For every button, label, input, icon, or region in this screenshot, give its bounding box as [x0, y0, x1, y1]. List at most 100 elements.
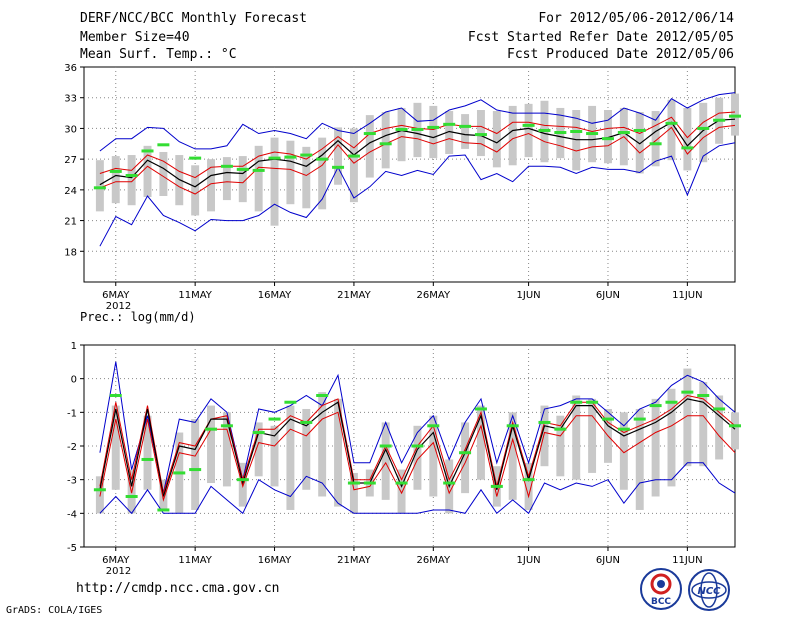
panel2-range-bar [413, 425, 422, 490]
panel2-range-bar [667, 388, 676, 487]
panel1-observed-marker [649, 142, 662, 146]
panel1-observed-marker [554, 131, 567, 135]
panel1-ytick-label: 33 [64, 94, 77, 105]
panel1-observed-marker [681, 146, 694, 150]
panel2-observed-marker [459, 451, 472, 455]
panel1-observed-marker [617, 131, 630, 135]
panel2-ytick-label: -1 [67, 408, 77, 419]
panel2-observed-marker [427, 424, 440, 428]
panel1-series-mean [99, 118, 736, 188]
panel2-observed-marker [268, 417, 281, 421]
variable-label: Mean Surf. Temp.: °C [80, 47, 237, 62]
panel1-range-bar [397, 107, 406, 162]
panel2-ytick-label: 0 [71, 375, 77, 386]
panel1-range-bar [445, 111, 454, 155]
panel1-xtick-label: 26MAY [417, 290, 451, 301]
panel1-observed-marker [157, 143, 170, 147]
panel1-range-bar [365, 115, 374, 178]
panel2-range-bar [429, 415, 438, 497]
panel2-range-bar [588, 398, 597, 473]
panel2-observed-marker [109, 394, 122, 397]
panel2-xtick-label: 6JUN [596, 555, 620, 566]
panel1-observed-marker [601, 137, 614, 141]
panel1-range-bar [191, 165, 200, 216]
panel2-observed-marker [141, 457, 154, 461]
panel2-observed-marker [665, 400, 678, 404]
panel2-observed-marker [220, 424, 233, 428]
panel2-range-bar [461, 422, 470, 494]
panel2-observed-marker [443, 481, 456, 485]
panel1-year-label: 2012 [106, 301, 131, 312]
panel2-observed-marker [729, 424, 741, 428]
panel2-observed-marker [363, 481, 376, 485]
member-size: Member Size=40 [80, 30, 190, 45]
panel1-observed-marker [363, 132, 376, 136]
panel2-observed-marker [586, 400, 599, 404]
panel2-range-bar [381, 422, 390, 500]
panel2-observed-marker [633, 417, 646, 421]
panel2-range-bar [191, 419, 200, 510]
panel2-range-bar [540, 405, 549, 467]
panel2-observed-marker [347, 481, 360, 485]
panel1-observed-marker [141, 149, 154, 153]
panel2-range-bar [302, 408, 311, 490]
panel1-range-bar [111, 156, 120, 204]
panel2-ytick-label: 1 [71, 341, 77, 352]
panel2-range-bar [334, 398, 343, 507]
panel1-observed-marker [538, 128, 551, 132]
panel2-observed-marker [697, 394, 710, 397]
panel1-range-bar [381, 112, 390, 169]
panel2-range-bar [635, 408, 644, 510]
panel1-xtick-label: 6MAY [102, 290, 130, 301]
panel2-series-min [99, 462, 736, 515]
panel2-title: Prec.: log(mm/d) [80, 310, 196, 324]
panel2-ytick-label: -3 [67, 476, 77, 487]
panel2-observed-marker [173, 471, 186, 475]
forecast-period: For 2012/05/06-2012/06/14 [538, 11, 734, 26]
bcc-logo: BCC [640, 568, 682, 610]
panel2-observed-marker [189, 468, 202, 472]
panel2-series-max [99, 361, 736, 494]
panel1-observed-marker [332, 165, 345, 169]
panel1-observed-marker [236, 167, 249, 171]
panel1-range-bar [207, 159, 215, 212]
source-url[interactable]: http://cmdp.ncc.cma.gov.cn [76, 581, 280, 596]
panel2-xtick-label: 26MAY [417, 555, 451, 566]
panel1-range-bar [699, 102, 708, 163]
panel2-observed-marker [284, 400, 297, 404]
panel1-range-bar [349, 128, 358, 203]
panel1-observed-marker [93, 186, 106, 190]
panel1-range-bar [524, 103, 533, 158]
panel1-observed-marker [427, 125, 440, 129]
produced-date: Fcst Produced Date 2012/05/06 [507, 47, 734, 62]
ncc-logo: NCC [688, 569, 730, 611]
panel1-observed-marker [522, 123, 535, 127]
panel1-observed-marker [252, 168, 265, 172]
panel1-range-bar [476, 110, 485, 157]
panel1-observed-marker [459, 124, 472, 128]
panel1-range-bar [238, 156, 247, 203]
chart-title: DERF/NCC/BCC Monthly Forecast [80, 11, 307, 26]
panel2-observed-marker [522, 478, 535, 482]
panel2-xtick-label: 21MAY [337, 555, 371, 566]
panel2-observed-marker [681, 390, 694, 394]
panel2-observed-marker [379, 444, 392, 448]
panel2-observed-marker [157, 508, 170, 512]
panel1-range-bar [508, 105, 517, 166]
panel1-observed-marker [109, 169, 122, 173]
panel1-range-bar [334, 127, 343, 185]
panel2-range-bar [731, 412, 739, 450]
panel2-range-bar [207, 405, 215, 484]
panel1-observed-marker [729, 114, 741, 118]
panel1-observed-marker [347, 154, 360, 158]
panel2-range-bar [508, 412, 517, 500]
panel1-range-bar [667, 99, 676, 161]
panel2-observed-marker [538, 420, 551, 424]
panel1-observed-marker [125, 174, 138, 178]
panel2-xtick-label: 6MAY [102, 555, 130, 566]
panel1-range-bar [254, 145, 263, 212]
panel2-observed-marker [713, 407, 726, 411]
panel1-range-bar [492, 111, 501, 168]
panel1-series-max [99, 92, 736, 152]
panel2-range-bar [651, 398, 660, 497]
